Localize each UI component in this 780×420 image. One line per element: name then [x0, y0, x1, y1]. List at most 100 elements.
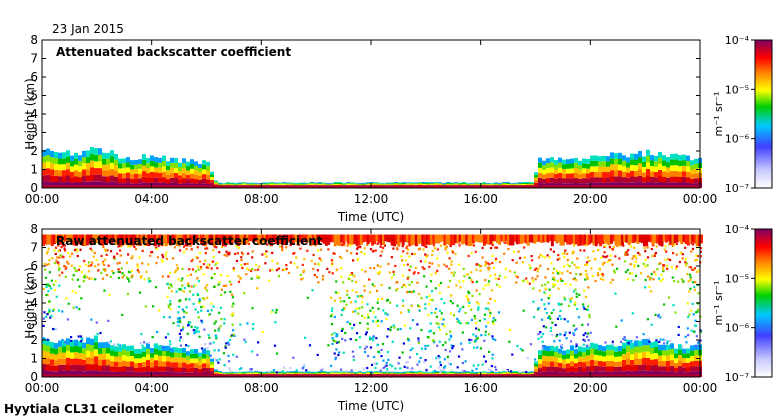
backscatter-cell	[670, 365, 674, 372]
backscatter-cell	[66, 181, 70, 188]
noise-speckle	[642, 333, 645, 336]
noise-speckle	[484, 330, 487, 333]
noise-speckle	[226, 252, 229, 255]
backscatter-cell	[138, 178, 142, 184]
noise-speckle	[322, 275, 325, 278]
noise-speckle	[151, 336, 154, 339]
noise-speckle	[416, 323, 419, 326]
noise-speckle	[219, 274, 223, 277]
noise-speckle	[573, 244, 576, 247]
noise-speckle	[448, 279, 452, 282]
backscatter-cell	[538, 172, 542, 178]
noise-speckle	[337, 291, 340, 295]
backscatter-cell	[378, 372, 382, 374]
backscatter-cell	[66, 156, 70, 163]
noise-speckle	[52, 327, 55, 331]
noise-band	[77, 234, 81, 245]
noise-speckle	[95, 321, 98, 324]
noise-speckle	[256, 268, 260, 271]
noise-speckle	[442, 318, 445, 321]
backscatter-cell	[270, 182, 274, 183]
backscatter-cell	[74, 170, 78, 177]
noise-speckle	[584, 269, 588, 273]
noise-speckle	[417, 341, 420, 344]
noise-speckle	[220, 288, 223, 291]
backscatter-cell	[122, 185, 126, 188]
backscatter-cell	[174, 158, 178, 163]
noise-speckle	[125, 276, 129, 279]
noise-speckle	[627, 249, 630, 252]
noise-speckle	[682, 280, 685, 283]
backscatter-cell	[370, 372, 374, 374]
noise-band	[675, 234, 679, 243]
noise-speckle	[451, 302, 454, 305]
backscatter-cell	[658, 170, 662, 176]
noise-speckle	[219, 306, 222, 309]
x-tick-label: 00:00	[683, 192, 718, 206]
noise-speckle	[361, 314, 364, 317]
noise-speckle	[406, 252, 409, 255]
backscatter-cell	[502, 184, 506, 185]
backscatter-cell	[606, 366, 610, 372]
noise-band	[443, 234, 447, 245]
noise-band	[621, 234, 624, 246]
backscatter-cell	[302, 374, 306, 377]
backscatter-cell	[250, 371, 254, 373]
backscatter-cell	[82, 374, 86, 377]
noise-speckle	[169, 307, 172, 310]
noise-speckle	[382, 366, 385, 370]
panel-title: Attenuated backscatter coefficient	[56, 45, 291, 59]
noise-speckle	[61, 255, 64, 258]
axes: 00:00 04:00 08:00 12:00 16:00 20:00 00:0001234…	[25, 33, 718, 206]
backscatter-cell	[582, 367, 586, 373]
backscatter-cell	[610, 158, 614, 165]
noise-speckle	[542, 345, 545, 348]
backscatter-cell	[42, 370, 46, 377]
backscatter-cell	[342, 183, 346, 184]
backscatter-cell	[486, 184, 490, 186]
noise-speckle	[196, 246, 199, 249]
noise-speckle	[600, 256, 603, 259]
noise-speckle	[310, 259, 313, 262]
backscatter-cell	[210, 364, 214, 368]
noise-band	[314, 234, 317, 247]
noise-speckle	[428, 261, 431, 264]
noise-speckle	[200, 347, 204, 350]
backscatter-cell	[626, 374, 630, 377]
backscatter-cell	[210, 361, 214, 365]
backscatter-cell	[262, 182, 266, 184]
noise-speckle	[558, 315, 561, 318]
noise-speckle	[564, 282, 567, 285]
noise-speckle	[559, 277, 562, 281]
noise-speckle	[224, 345, 227, 348]
noise-speckle	[600, 273, 603, 276]
noise-speckle	[448, 362, 451, 365]
backscatter-cell	[442, 373, 446, 374]
noise-speckle	[178, 288, 181, 291]
noise-speckle	[532, 300, 535, 303]
noise-speckle	[192, 285, 195, 288]
backscatter-cell	[606, 161, 610, 167]
noise-band	[533, 234, 537, 244]
noise-band	[206, 234, 210, 244]
noise-speckle	[410, 280, 413, 284]
backscatter-cell	[594, 166, 598, 172]
backscatter-cell	[118, 168, 122, 174]
backscatter-cell	[110, 162, 114, 170]
backscatter-cell	[394, 374, 398, 377]
noise-speckle	[532, 316, 536, 319]
noise-speckle	[225, 254, 228, 257]
noise-speckle	[697, 341, 700, 345]
backscatter-cell	[598, 374, 602, 377]
noise-speckle	[355, 307, 358, 310]
noise-speckle	[585, 263, 589, 266]
noise-speckle	[540, 318, 544, 321]
backscatter-cell	[70, 185, 74, 188]
noise-speckle	[109, 275, 112, 278]
noise-speckle	[468, 338, 471, 341]
backscatter-cell	[66, 370, 70, 377]
noise-speckle	[444, 246, 447, 250]
backscatter-cell	[586, 178, 590, 184]
backscatter-cell	[614, 164, 618, 171]
backscatter-cell	[470, 184, 474, 186]
